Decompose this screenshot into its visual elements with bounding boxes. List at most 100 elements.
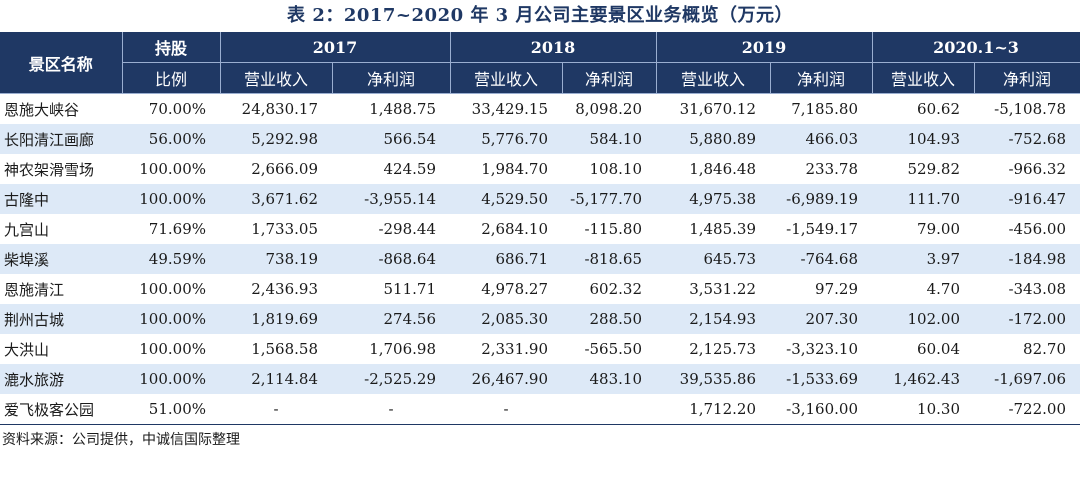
header-share-line2: 比例 bbox=[122, 62, 221, 94]
cell-scenic-name: 爱飞极客公园 bbox=[0, 394, 122, 425]
header-revenue-2018: 营业收入 bbox=[450, 62, 563, 94]
cell-value: 4.70 bbox=[926, 280, 960, 298]
cell-value: 2,154.93 bbox=[656, 304, 770, 334]
cell-value: 1,984.70 bbox=[481, 160, 548, 178]
cell-value: -172.00 bbox=[974, 304, 1080, 334]
header-year-2019: 2019 bbox=[656, 32, 873, 63]
cell-share: 100.00% bbox=[139, 340, 206, 358]
cell-value: -2,525.29 bbox=[332, 364, 450, 394]
cell-value: -722.00 bbox=[974, 394, 1080, 425]
cell-value: 82.70 bbox=[1023, 340, 1066, 358]
cell-share: 51.00% bbox=[122, 394, 220, 425]
cell-value: 7,185.80 bbox=[791, 100, 858, 118]
cell-value: -6,989.19 bbox=[770, 184, 872, 214]
cell-value: -343.08 bbox=[1008, 280, 1066, 298]
cell-value: - bbox=[450, 394, 562, 425]
cell-value: 2,125.73 bbox=[689, 340, 756, 358]
cell-value: 645.73 bbox=[656, 244, 770, 274]
cell-scenic-name: 荆州古城 bbox=[0, 304, 122, 334]
header-year-2020q1: 2020.1~3 bbox=[872, 32, 1080, 63]
cell-value: 60.62 bbox=[917, 100, 960, 118]
cell-value: 2,684.10 bbox=[481, 220, 548, 238]
cell-value: 3.97 bbox=[872, 244, 974, 274]
cell-value: -3,160.00 bbox=[770, 394, 872, 425]
cell-share: 100.00% bbox=[139, 160, 206, 178]
cell-value: 1,712.20 bbox=[656, 394, 770, 425]
header-share-line1: 持股 bbox=[122, 32, 221, 63]
cell-scenic-name: 大洪山 bbox=[4, 340, 50, 359]
cell-value: 5,880.89 bbox=[656, 124, 770, 154]
cell-share: 49.59% bbox=[122, 244, 220, 274]
cell-value: 1,819.69 bbox=[220, 304, 332, 334]
cell-share: 71.69% bbox=[148, 220, 206, 238]
cell-value: 3,671.62 bbox=[220, 184, 332, 214]
cell-value: 207.30 bbox=[770, 304, 872, 334]
cell-share: 56.00% bbox=[122, 124, 220, 154]
cell-value: 2,331.90 bbox=[481, 340, 548, 358]
cell-value: -3,323.10 bbox=[786, 340, 858, 358]
cell-value: 33,429.15 bbox=[471, 100, 548, 118]
table-row: 大洪山 100.00% 1,568.58 1,706.98 2,331.90 -… bbox=[0, 334, 1080, 364]
cell-value: -1,549.17 bbox=[786, 220, 858, 238]
cell-scenic-name: 恩施清江 bbox=[4, 280, 65, 299]
cell-value: 4,529.50 bbox=[450, 184, 562, 214]
cell-share: 100.00% bbox=[122, 364, 220, 394]
cell-value: -115.80 bbox=[584, 220, 642, 238]
cell-value: 602.32 bbox=[589, 280, 643, 298]
cell-value: 2,085.30 bbox=[450, 304, 562, 334]
cell-value: 39,535.86 bbox=[656, 364, 770, 394]
table-row: 漉水旅游 100.00% 2,114.84 -2,525.29 26,467.9… bbox=[0, 364, 1080, 394]
cell-value: - bbox=[332, 394, 450, 425]
cell-value: 686.71 bbox=[450, 244, 562, 274]
cell-value: 738.19 bbox=[220, 244, 332, 274]
table-row: 九宫山 71.69% 1,733.05 -298.44 2,684.10 -11… bbox=[0, 214, 1080, 244]
table-row: 恩施清江 100.00% 2,436.93 511.71 4,978.27 60… bbox=[0, 274, 1080, 304]
cell-scenic-name: 长阳清江画廊 bbox=[0, 124, 122, 154]
cell-value: 584.10 bbox=[562, 124, 656, 154]
scenic-area-table: 景区名称 持股 2017 2018 2019 2020.1~3 比例 营业收入 … bbox=[0, 32, 1080, 425]
cell-value: 4,978.27 bbox=[481, 280, 548, 298]
header-profit-2020q1: 净利润 bbox=[974, 62, 1080, 94]
cell-value: 24,830.17 bbox=[241, 100, 318, 118]
header-profit-2018: 净利润 bbox=[562, 62, 657, 94]
header-revenue-2019: 营业收入 bbox=[656, 62, 771, 94]
header-scenic-name: 景区名称 bbox=[0, 32, 123, 94]
cell-value: 3,531.22 bbox=[689, 280, 756, 298]
cell-value: -184.98 bbox=[974, 244, 1080, 274]
cell-scenic-name: 漉水旅游 bbox=[0, 364, 122, 394]
cell-scenic-name: 神农架滑雪场 bbox=[4, 160, 95, 179]
header-year-2017: 2017 bbox=[220, 32, 451, 63]
cell-value: -5,108.78 bbox=[994, 100, 1066, 118]
header-year-2018: 2018 bbox=[450, 32, 657, 63]
cell-share: 100.00% bbox=[139, 280, 206, 298]
cell-scenic-name: 九宫山 bbox=[4, 220, 50, 239]
table-row: 荆州古城 100.00% 1,819.69 274.56 2,085.30 28… bbox=[0, 304, 1080, 334]
cell-value: 102.00 bbox=[872, 304, 974, 334]
cell-value: -966.32 bbox=[1008, 160, 1066, 178]
source-note: 资料来源：公司提供，中诚信国际整理 bbox=[2, 432, 240, 448]
cell-value: 5,292.98 bbox=[220, 124, 332, 154]
cell-value: -456.00 bbox=[1008, 220, 1066, 238]
table-row: 古隆中 100.00% 3,671.62 -3,955.14 4,529.50 … bbox=[0, 184, 1080, 214]
header-revenue-2020q1: 营业收入 bbox=[872, 62, 975, 94]
cell-value: 31,670.12 bbox=[679, 100, 756, 118]
cell-value: 108.10 bbox=[589, 160, 643, 178]
cell-value: 111.70 bbox=[872, 184, 974, 214]
cell-value: 5,776.70 bbox=[450, 124, 562, 154]
cell-value: 424.59 bbox=[383, 160, 437, 178]
table-row: 爱飞极客公园 51.00% - - - 1,712.20 -3,160.00 1… bbox=[0, 394, 1080, 425]
cell-value: 1,706.98 bbox=[369, 340, 436, 358]
cell-value: -298.44 bbox=[378, 220, 436, 238]
cell-value: 79.00 bbox=[917, 220, 960, 238]
cell-value: 2,436.93 bbox=[251, 280, 318, 298]
cell-scenic-name: 古隆中 bbox=[0, 184, 122, 214]
cell-value: 1,462.43 bbox=[872, 364, 974, 394]
cell-value: -5,177.70 bbox=[562, 184, 656, 214]
cell-value: 104.93 bbox=[872, 124, 974, 154]
cell-value: 288.50 bbox=[562, 304, 656, 334]
cell-value: -1,697.06 bbox=[974, 364, 1080, 394]
cell-value: 60.04 bbox=[917, 340, 960, 358]
cell-value bbox=[562, 394, 656, 425]
cell-value: 8,098.20 bbox=[575, 100, 642, 118]
table-row: 柴埠溪 49.59% 738.19 -868.64 686.71 -818.65… bbox=[0, 244, 1080, 274]
